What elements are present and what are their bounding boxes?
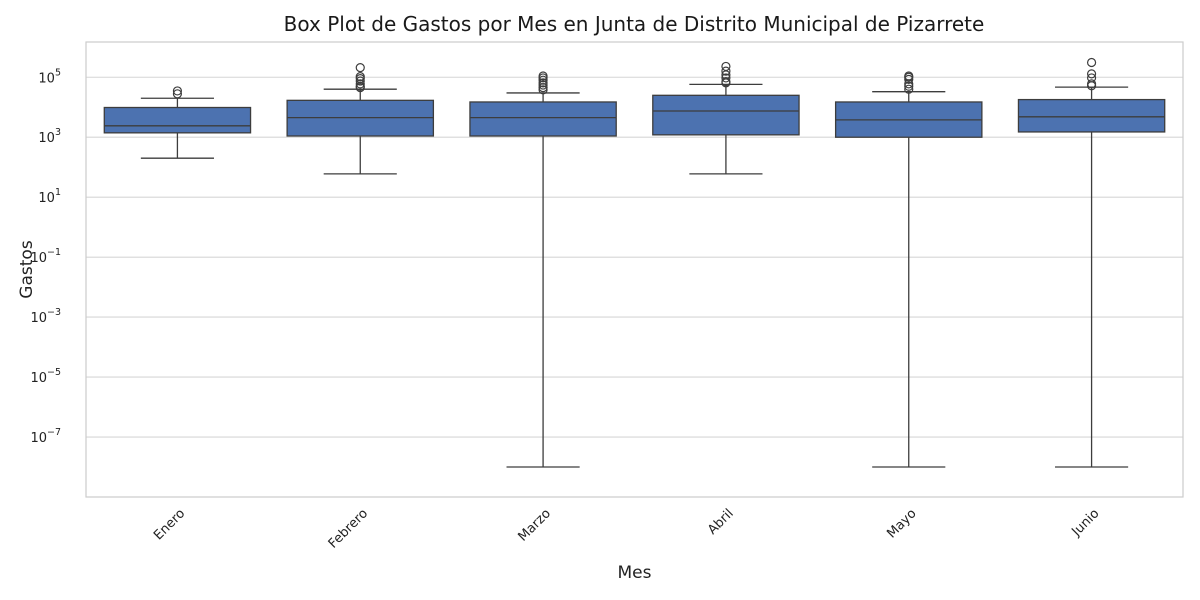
y-tick-label: 10−1 bbox=[30, 247, 61, 266]
chart-title: Box Plot de Gastos por Mes en Junta de D… bbox=[283, 12, 985, 36]
y-tick-label: 103 bbox=[38, 127, 61, 146]
x-tick-labels: Enero Febrero Marzo Abril Mayo Junio bbox=[151, 506, 1102, 551]
iqr-box bbox=[652, 94, 800, 136]
plot-frame bbox=[85, 41, 1184, 498]
outlier-point bbox=[904, 84, 914, 94]
box-abril bbox=[652, 61, 800, 175]
iqr-box bbox=[1017, 98, 1166, 133]
box-febrero bbox=[286, 63, 435, 175]
box-enero bbox=[103, 86, 252, 159]
outlier-point bbox=[721, 76, 731, 87]
y-tick-labels: 105 103 101 10−1 10−3 10−5 10−7 bbox=[30, 67, 61, 446]
outlier-point bbox=[721, 66, 731, 76]
box-marzo bbox=[469, 71, 617, 468]
outlier-point bbox=[904, 71, 914, 81]
outlier-point bbox=[1086, 73, 1097, 83]
outlier-point bbox=[538, 78, 548, 88]
x-tick-label: Febrero bbox=[326, 506, 371, 551]
outlier-point bbox=[355, 63, 365, 73]
outlier-point bbox=[355, 79, 365, 89]
outlier-point bbox=[538, 71, 548, 81]
y-tick-label: 101 bbox=[38, 187, 61, 206]
iqr-box bbox=[103, 106, 252, 134]
y-tick-label: 10−3 bbox=[30, 307, 61, 326]
y-tick-label: 105 bbox=[38, 67, 61, 86]
outlier-point bbox=[355, 72, 365, 82]
outlier-point bbox=[1086, 57, 1097, 68]
outlier-point bbox=[172, 86, 183, 96]
outlier-point bbox=[1086, 69, 1097, 79]
box-layer bbox=[103, 57, 1166, 468]
iqr-box bbox=[469, 101, 617, 137]
x-tick-label: Enero bbox=[151, 506, 188, 543]
x-tick-label: Mayo bbox=[884, 506, 919, 541]
x-tick-label: Abril bbox=[705, 506, 737, 538]
x-tick-label: Marzo bbox=[516, 506, 554, 544]
outlier-point bbox=[355, 76, 365, 86]
y-tick-label: 10−7 bbox=[30, 427, 61, 446]
grid-layer bbox=[86, 76, 1183, 438]
y-axis-label: Gastos bbox=[17, 240, 37, 299]
outlier-point bbox=[721, 61, 731, 72]
box-mayo bbox=[834, 71, 983, 468]
box-junio bbox=[1017, 57, 1166, 468]
outlier-point bbox=[904, 81, 914, 91]
outlier-point bbox=[1086, 79, 1097, 89]
x-tick-label: Junio bbox=[1069, 506, 1103, 540]
outlier-point bbox=[172, 89, 183, 99]
outlier-point bbox=[721, 73, 731, 83]
y-tick-label: 10−5 bbox=[30, 367, 61, 386]
x-axis-label: Mes bbox=[618, 563, 652, 583]
